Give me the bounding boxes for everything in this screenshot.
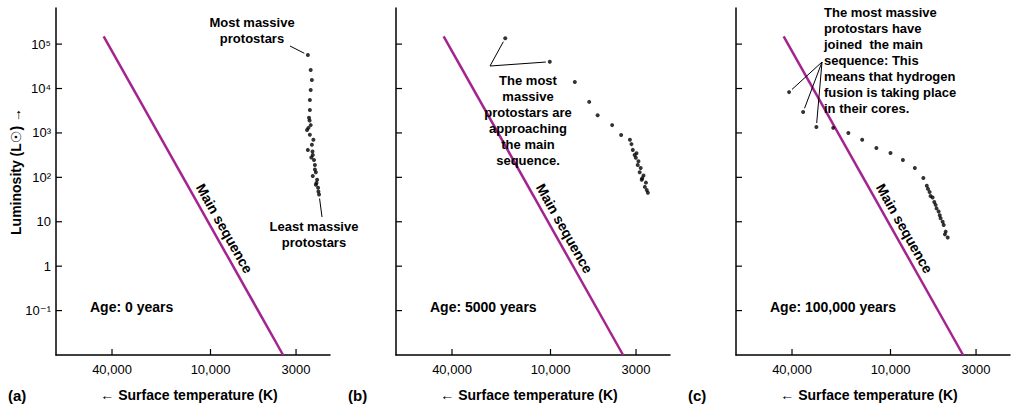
svg-text:Luminosity (L☉) →: Luminosity (L☉) → [8, 108, 24, 235]
svg-text:Age: 100,000 years: Age: 100,000 years [770, 299, 896, 315]
svg-text:10,000: 10,000 [871, 362, 911, 377]
svg-text:Age: 5000 years: Age: 5000 years [430, 299, 537, 315]
svg-text:← Surface temperature (K): ← Surface temperature (K) [440, 387, 617, 403]
svg-text:Most massive: Most massive [209, 15, 294, 30]
svg-text:10: 10 [37, 214, 51, 229]
svg-text:(c): (c) [688, 387, 706, 404]
svg-text:massive: massive [502, 89, 553, 104]
svg-text:the main: the main [501, 137, 555, 152]
svg-text:The most massive: The most massive [824, 5, 937, 20]
svg-text:Age: 0 years: Age: 0 years [90, 299, 173, 315]
svg-text:protostars: protostars [220, 31, 284, 46]
svg-text:protostars: protostars [282, 235, 346, 250]
svg-text:40,000: 40,000 [92, 362, 132, 377]
svg-text:approaching: approaching [489, 121, 567, 136]
svg-text:10,000: 10,000 [191, 362, 231, 377]
svg-text:3000: 3000 [622, 362, 651, 377]
svg-text:The most: The most [499, 73, 557, 88]
svg-text:10⁵: 10⁵ [31, 37, 51, 52]
svg-text:sequence.: sequence. [496, 153, 560, 168]
svg-text:10³: 10³ [32, 125, 51, 140]
svg-text:(a): (a) [8, 387, 26, 404]
svg-text:protostars have: protostars have [824, 21, 922, 36]
svg-text:40,000: 40,000 [432, 362, 472, 377]
svg-text:joined the main: joined the main [823, 37, 923, 52]
svg-text:1: 1 [44, 259, 51, 274]
svg-text:← Surface temperature (K): ← Surface temperature (K) [780, 387, 957, 403]
svg-text:fusion is taking place: fusion is taking place [824, 85, 956, 100]
svg-text:protostars are: protostars are [484, 105, 571, 120]
svg-text:Least massive: Least massive [270, 219, 359, 234]
svg-text:Main sequence: Main sequence [533, 181, 596, 276]
svg-text:3000: 3000 [282, 362, 311, 377]
svg-text:Main sequence: Main sequence [193, 181, 256, 276]
svg-text:Main sequence: Main sequence [873, 181, 936, 276]
svg-text:10⁻¹: 10⁻¹ [25, 303, 51, 318]
svg-text:40,000: 40,000 [772, 362, 812, 377]
svg-text:means that hydrogen: means that hydrogen [824, 69, 956, 84]
svg-text:(b): (b) [348, 387, 367, 404]
svg-text:in their cores.: in their cores. [824, 101, 909, 116]
svg-text:3000: 3000 [962, 362, 991, 377]
svg-text:← Surface temperature (K): ← Surface temperature (K) [100, 387, 277, 403]
svg-text:sequence: This: sequence: This [824, 53, 919, 68]
svg-text:10²: 10² [32, 170, 51, 185]
svg-text:10,000: 10,000 [531, 362, 571, 377]
svg-text:10⁴: 10⁴ [31, 81, 51, 96]
